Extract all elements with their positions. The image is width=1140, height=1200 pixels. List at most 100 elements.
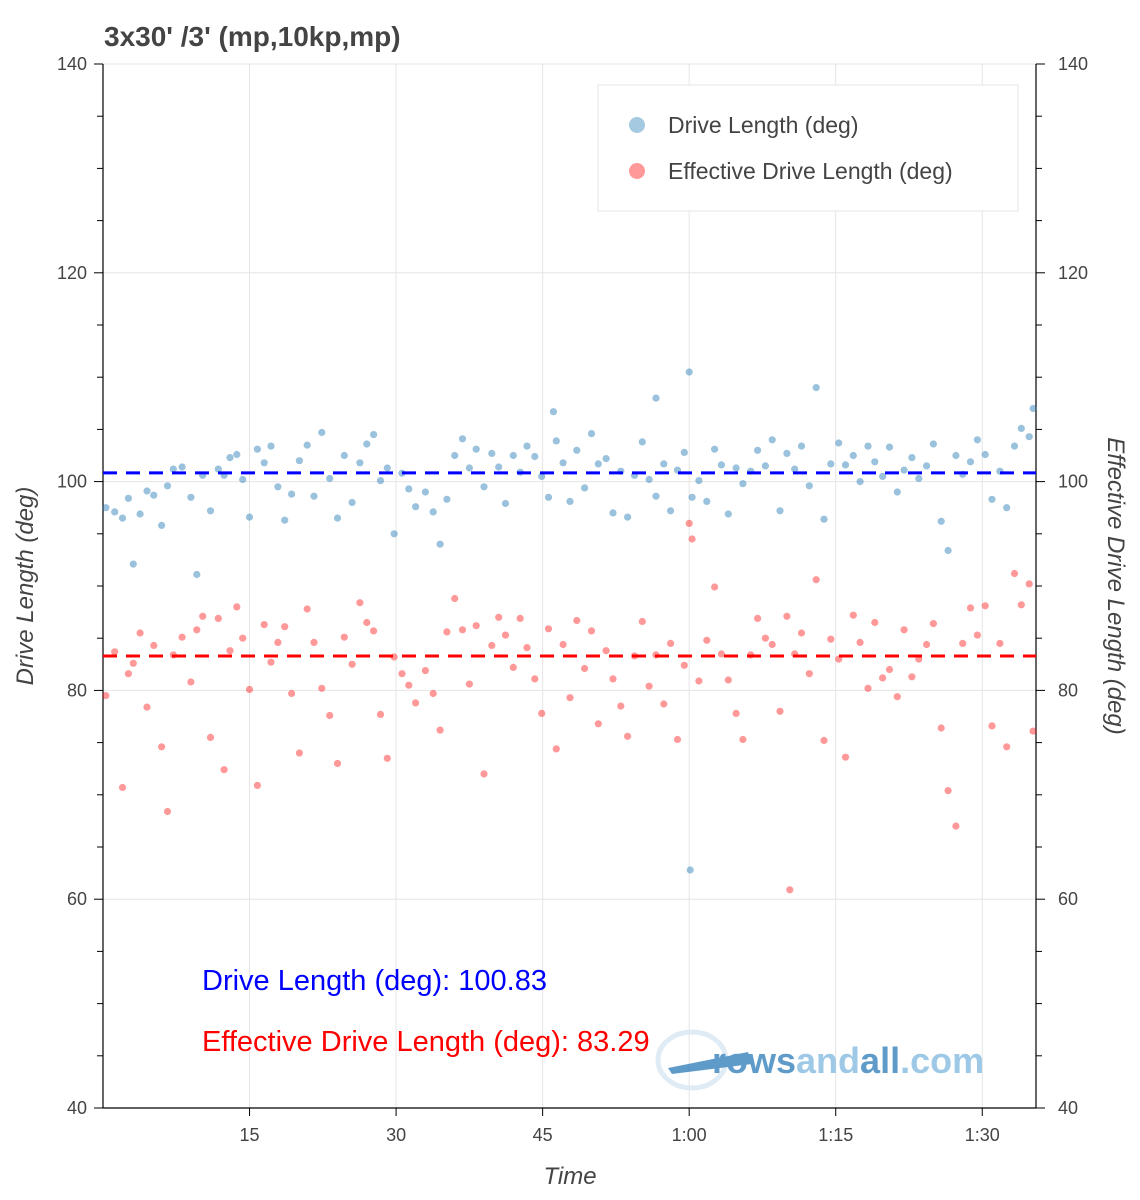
data-point <box>443 628 451 636</box>
data-point <box>383 464 391 472</box>
data-point <box>544 493 553 501</box>
y-axis-left-title: Drive Length (deg) <box>12 487 39 686</box>
data-point <box>988 495 996 503</box>
data-point <box>849 451 857 460</box>
legend-box <box>597 84 1019 212</box>
data-point <box>509 663 517 672</box>
drive-length-average-annotation: Drive Length (deg): 100.83 <box>202 965 547 997</box>
data-point <box>717 461 726 469</box>
data-point <box>523 442 531 450</box>
data-point <box>158 521 166 530</box>
data-point <box>412 699 420 707</box>
data-point <box>820 515 828 523</box>
data-point <box>1017 424 1025 432</box>
data-point <box>739 735 747 744</box>
data-point <box>318 428 326 437</box>
data-point <box>695 477 703 485</box>
data-point <box>495 463 503 471</box>
x-tick-label: 1:00 <box>672 1125 707 1145</box>
data-point <box>531 452 539 461</box>
data-point <box>944 546 952 555</box>
data-point <box>516 614 524 623</box>
data-point <box>827 635 835 643</box>
data-point <box>937 724 945 732</box>
data-point <box>885 443 894 451</box>
y-tick-label-right: 40 <box>1058 1098 1078 1118</box>
data-point <box>480 770 488 778</box>
x-tick-label: 1:30 <box>965 1125 1000 1145</box>
data-point <box>573 446 581 454</box>
data-point <box>214 614 222 623</box>
data-point <box>827 460 835 468</box>
data-point <box>199 612 207 620</box>
data-point <box>791 465 799 473</box>
data-point <box>893 488 901 496</box>
data-point <box>879 472 887 480</box>
data-point <box>260 459 268 467</box>
data-point <box>776 707 784 715</box>
data-point <box>102 504 110 512</box>
data-point <box>594 720 602 728</box>
data-point <box>111 648 119 656</box>
x-tick-label: 45 <box>533 1125 553 1145</box>
data-point <box>124 494 132 502</box>
data-point <box>841 753 850 761</box>
data-point <box>711 583 719 591</box>
legend-label-effective-drive-length: Effective Drive Length (deg) <box>668 158 953 184</box>
effective-drive-length-average-annotation: Effective Drive Length (deg): 83.29 <box>202 1026 650 1058</box>
data-point <box>559 459 567 467</box>
data-point <box>812 576 820 584</box>
data-point <box>239 475 247 484</box>
y-tick-label-left: 140 <box>57 54 87 74</box>
data-point <box>686 866 694 874</box>
data-point <box>178 463 186 471</box>
data-point <box>429 508 437 516</box>
legend-label-drive-length: Drive Length (deg) <box>668 112 859 138</box>
data-point <box>376 477 385 485</box>
data-point <box>356 459 364 467</box>
data-point <box>667 507 675 515</box>
data-point <box>768 640 776 649</box>
watermark-text: rowsandall.com <box>712 1040 984 1081</box>
data-point <box>754 614 762 623</box>
data-point <box>267 658 275 666</box>
data-point <box>274 483 282 491</box>
data-point <box>129 560 137 568</box>
data-point <box>717 650 726 658</box>
rowsandall-watermark: rowsandall.com <box>655 1029 984 1091</box>
data-point <box>376 710 385 719</box>
data-point <box>652 492 660 500</box>
data-point <box>1003 743 1011 751</box>
data-point <box>805 670 813 678</box>
y-tick-label-left: 40 <box>67 1098 87 1118</box>
y-tick-label-right: 140 <box>1058 54 1088 74</box>
data-point <box>465 680 473 688</box>
data-point <box>333 759 342 768</box>
data-point <box>864 684 872 692</box>
data-point <box>253 781 261 790</box>
data-point <box>102 692 110 700</box>
data-point <box>509 451 517 460</box>
data-point <box>118 783 127 792</box>
data-point <box>724 676 732 684</box>
data-point <box>566 694 574 702</box>
data-point <box>617 702 625 710</box>
data-point <box>602 647 610 655</box>
data-point <box>118 514 127 522</box>
data-point <box>944 787 952 795</box>
data-point <box>443 495 451 503</box>
y-tick-label-right: 60 <box>1058 889 1078 909</box>
data-point <box>363 618 371 627</box>
data-point <box>143 487 151 495</box>
y-axis-right: 40 60 80 100 120 140 <box>1036 54 1088 1118</box>
data-point <box>871 458 879 466</box>
data-point <box>966 458 975 466</box>
y-tick-label-left: 60 <box>67 889 87 909</box>
data-point <box>260 621 268 629</box>
data-point <box>303 441 311 449</box>
data-point <box>370 627 378 635</box>
data-point <box>923 640 931 649</box>
data-point <box>688 493 696 501</box>
grid-lines <box>103 63 1036 1109</box>
data-point <box>680 661 688 669</box>
